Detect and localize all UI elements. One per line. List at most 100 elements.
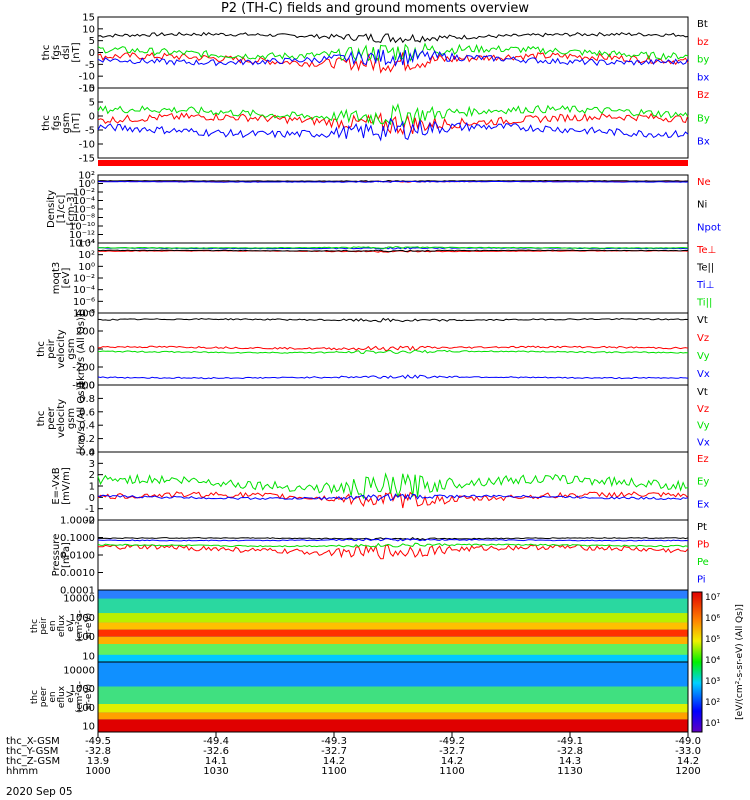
ytick-label-fgs-dsl-1: 10: [82, 24, 95, 35]
date-label: 2020 Sep 05: [6, 786, 73, 798]
ytick-label-fgs-gsm-5: -15: [79, 154, 95, 165]
colorbar-tick-1: 10⁶: [705, 614, 720, 624]
spectrogram-band-peer-eflux-0: [98, 662, 688, 687]
ylabel-peer-velocity-1: peer: [46, 406, 57, 430]
spectrogram-band-peer-eflux-2: [98, 704, 688, 713]
ylabel-fgs-dsl-2: dsl: [61, 45, 72, 59]
spec-ytick-peir-eflux-2: 100: [76, 632, 95, 643]
series-peir-velocity-3: [97, 374, 689, 380]
xaxis-value-2-2: 14.2: [323, 756, 345, 767]
ylabel-fgs-gsm-0: thc: [41, 115, 52, 131]
ytick-label-pressure-4: 0.0001: [60, 586, 95, 597]
ytick-label-peir-velocity-2: 0: [89, 345, 95, 356]
ytick-label-temperature-0: 10⁴: [78, 239, 95, 250]
spectrogram-band-peir-eflux-3: [98, 622, 688, 630]
red-band: [98, 160, 688, 166]
spectrogram-band-peir-eflux-2: [98, 613, 688, 623]
legend-density-1: Ni: [697, 200, 707, 211]
series-peir-velocity-2: [97, 349, 689, 355]
ytick-label-fgs-gsm-1: 5: [89, 98, 95, 109]
ytick-label-fgs-gsm-0: 10: [82, 84, 95, 95]
ytick-label-temperature-2: 10⁰: [78, 262, 95, 273]
legend-efield-0: Ez: [697, 454, 709, 465]
colorbar-tick-6: 10¹: [705, 719, 720, 729]
xaxis-value-2-0: 13.9: [87, 756, 109, 767]
xaxis-value-2-5: 14.2: [677, 756, 699, 767]
colorbar-tick-3: 10⁴: [705, 656, 720, 666]
xaxis-value-3-4: 1130: [557, 766, 582, 777]
ytick-label-density-0: 10²: [78, 171, 95, 182]
ylabel-peir-velocity-0: thc: [36, 341, 47, 357]
spec-ylabel-peer-eflux-1: peer: [39, 686, 49, 707]
ytick-label-temperature-3: 10⁻²: [73, 274, 95, 285]
ytick-label-efield-1: 3: [89, 459, 95, 470]
legend-fgs-dsl-3: bx: [697, 72, 709, 83]
legend-temperature-2: Ti⊥: [696, 280, 714, 291]
ytick-label-fgs-dsl-2: 5: [89, 36, 95, 47]
ylabel-density-2: [cm-3]: [66, 192, 77, 225]
ylabel-peir-velocity-2: velocity: [56, 329, 67, 368]
xaxis-value-2-4: 14.3: [559, 756, 581, 767]
xaxis-value-3-3: 1100: [439, 766, 464, 777]
ytick-label-peer-velocity-3: 0.4: [79, 421, 95, 432]
legend-fgs-gsm-0: Bz: [697, 90, 709, 101]
ylabel-pressure-1: [nPa]: [61, 542, 72, 568]
panel-frame-fgs-gsm: [97, 87, 689, 159]
panel-frame-density: [97, 174, 689, 244]
xaxis-value-1-5: -33.0: [675, 746, 701, 757]
ytick-label-fgs-gsm-3: -5: [85, 126, 95, 137]
legend-peir-velocity-1: Vz: [697, 333, 709, 344]
ytick-label-peer-velocity-5: 0.0: [79, 448, 95, 459]
ytick-label-fgs-gsm-2: 0: [89, 112, 95, 123]
ylabel-peer-velocity-3: gsm: [66, 408, 77, 429]
ytick-label-temperature-1: 10²: [78, 250, 95, 261]
legend-fgs-dsl-1: bz: [697, 37, 709, 48]
legend-pressure-1: Pb: [697, 540, 709, 551]
series-peir-velocity-0: [97, 317, 689, 323]
xaxis-value-3-0: 1000: [85, 766, 110, 777]
spec-ylabel-peir-eflux-6: sr-eV): [84, 613, 94, 639]
series-efield-1: [97, 472, 689, 500]
series-temperature-3: [97, 246, 689, 249]
ylabel-peer-velocity-2: velocity: [56, 399, 67, 438]
series-temperature-1: [97, 249, 688, 253]
ylabel-fgs-gsm-2: gsm: [61, 112, 72, 133]
spec-ylabel-peir-eflux-3: eflux: [57, 614, 67, 637]
spec-ylabel-peer-eflux-5: (cm²-s-: [75, 681, 85, 713]
ytick-label-temperature-6: 10⁻⁸: [73, 309, 95, 320]
ytick-label-pressure-3: 0.0010: [60, 568, 95, 579]
ytick-label-efield-6: -2: [85, 516, 95, 527]
ytick-label-efield-0: 4: [89, 448, 95, 459]
legend-fgs-gsm-1: By: [697, 113, 710, 124]
legend-peir-velocity-3: Vx: [697, 369, 710, 380]
series-fgs-dsl-3: [97, 49, 689, 67]
colorbar-tick-5: 10²: [705, 698, 720, 708]
xaxis-value-3-2: 1100: [321, 766, 346, 777]
spec-ylabel-peer-eflux-3: eflux: [57, 685, 67, 708]
xaxis-row-label-1: thc_Y-GSM: [6, 746, 58, 757]
colorbar-label: [eV/(cm²-s-sr-eV) (All Qs)]: [735, 604, 745, 720]
ytick-label-pressure-0: 1.0000: [60, 516, 95, 527]
ylabel-pressure-0: Pressure: [51, 534, 62, 577]
xaxis-value-0-0: -49.5: [85, 736, 111, 747]
colorbar-tick-4: 10³: [705, 677, 720, 687]
xaxis-value-3-1: 1030: [203, 766, 228, 777]
series-fgs-gsm-2: [97, 117, 689, 142]
spec-ylabel-peer-eflux-4: eV: [66, 690, 76, 703]
ytick-label-density-3: 10⁻⁴: [73, 196, 95, 207]
ytick-label-efield-2: 2: [89, 470, 95, 481]
spec-ylabel-peir-eflux-0: thc: [30, 619, 40, 633]
ytick-label-peer-velocity-2: 0.6: [79, 407, 95, 418]
ylabel-efield-1: [mV/m]: [61, 467, 72, 505]
spec-ylabel-peer-eflux-0: thc: [30, 690, 40, 704]
spec-ylabel-peir-eflux-1: peir: [39, 617, 49, 635]
series-fgs-dsl-2: [97, 42, 689, 62]
series-pressure-0: [98, 536, 689, 541]
panel-frame-fgs-dsl: [97, 16, 689, 89]
ytick-label-density-8: 10⁻¹⁴: [69, 239, 95, 250]
spectrogram-band-peir-eflux-1: [98, 598, 688, 614]
series-fgs-gsm-1: [97, 102, 689, 127]
ytick-label-fgs-dsl-4: -5: [85, 60, 95, 71]
ylabel-efield-0: E=-VxB: [51, 467, 62, 504]
